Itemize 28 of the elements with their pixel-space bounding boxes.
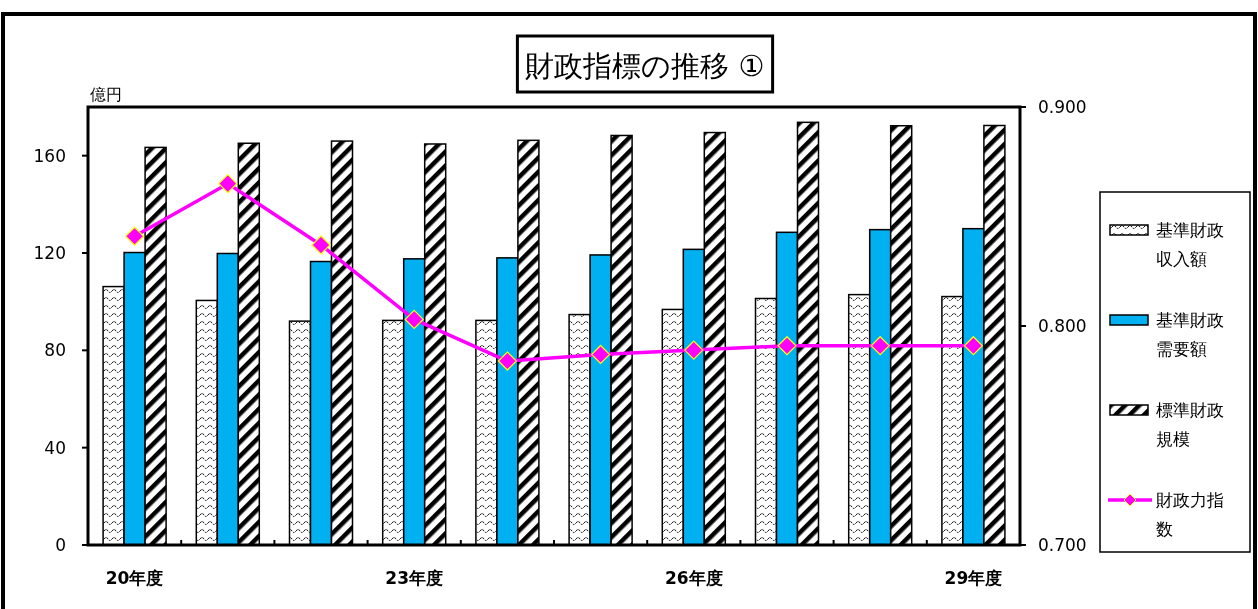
legend-label: 標準財政規模 — [1156, 400, 1224, 449]
point — [870, 336, 890, 356]
point — [777, 336, 797, 356]
point — [311, 235, 331, 255]
x-tick-label: 29年度 — [944, 568, 1003, 588]
y-tick-label: 80 — [44, 340, 66, 361]
point — [125, 226, 145, 246]
chart-title: 財政指標の推移 ① — [525, 49, 765, 83]
point — [497, 351, 517, 371]
y-tick-label: 120 — [33, 243, 66, 263]
legend-label: 基準財政需要額 — [1156, 310, 1224, 359]
point — [591, 344, 611, 365]
legend-label: 財政力指数 — [1156, 490, 1224, 539]
y-tick-label: 0 — [55, 535, 66, 555]
y2-tick-label: 0.900 — [1038, 97, 1087, 117]
point — [404, 309, 424, 330]
point — [684, 340, 704, 360]
x-tick-label: 23年度 — [385, 568, 444, 588]
y-tick-label: 40 — [44, 437, 66, 458]
x-tick-label: 20年度 — [105, 568, 164, 588]
y-tick-label: 160 — [33, 145, 66, 166]
point — [218, 174, 238, 194]
y-axis-title: 億円 — [90, 85, 122, 104]
point — [963, 336, 983, 356]
x-tick-label: 26年度 — [664, 568, 723, 588]
y2-tick-label: 0.800 — [1038, 316, 1087, 336]
y2-tick-label: 0.700 — [1038, 535, 1087, 555]
legend-label: 基準財政収入額 — [1156, 220, 1224, 269]
